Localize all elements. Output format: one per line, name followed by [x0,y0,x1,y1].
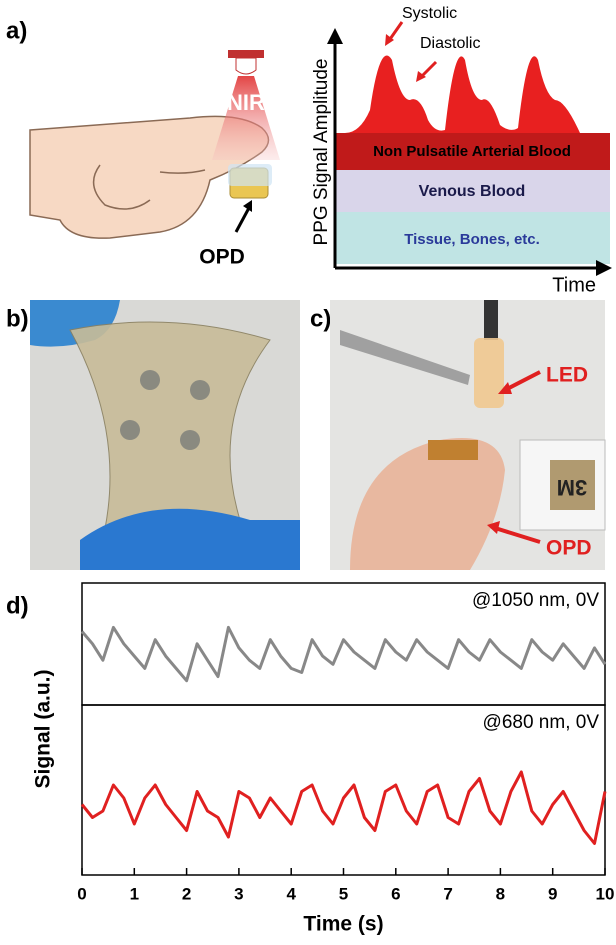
x-tick-label: 3 [234,884,243,903]
signal-line [82,772,605,844]
x-tick-label: 4 [286,884,296,903]
x-tick-label: 9 [548,884,557,903]
arrow [236,206,250,232]
diastolic-label: Diastolic [420,35,480,52]
x-tick-label: 7 [443,884,452,903]
tape-label: 3M [557,475,588,500]
series-label: @1050 nm, 0V [472,590,599,611]
band-label: Non Pulsatile Arterial Blood [373,143,571,160]
nir-label: NIR [227,90,265,115]
x-tick-label: 8 [496,884,505,903]
x-tick-label: 0 [77,884,86,903]
y-axis-label: PPG Signal Amplitude [311,59,332,246]
opd-label: OPD [546,537,592,560]
x-tick-label: 1 [130,884,139,903]
x-tick-label: 10 [596,884,615,903]
x-axis-label: Time (s) [303,913,383,936]
photo-measurement-setup [330,300,605,570]
photo-flexible-device [30,300,300,570]
panel-label: b) [6,305,29,332]
signal-line [82,627,605,680]
figure: a) NIR OPD Systolic Diastolic Non Pulsat… [0,0,616,945]
series-label: @680 nm, 0V [483,712,600,733]
opd-label: OPD [199,246,245,269]
panel-label: a) [6,17,27,44]
y-axis-label: Signal (a.u.) [32,669,55,788]
band-label: Venous Blood [419,183,526,200]
panel-label: d) [6,592,29,619]
band-label: Tissue, Bones, etc. [404,231,540,248]
led-label: LED [546,364,588,387]
x-axis-label: Time [552,274,596,296]
panel-label: c) [310,305,331,332]
x-tick-label: 6 [391,884,400,903]
x-tick-label: 2 [182,884,191,903]
systolic-label: Systolic [402,5,457,22]
x-tick-label: 5 [339,884,348,903]
